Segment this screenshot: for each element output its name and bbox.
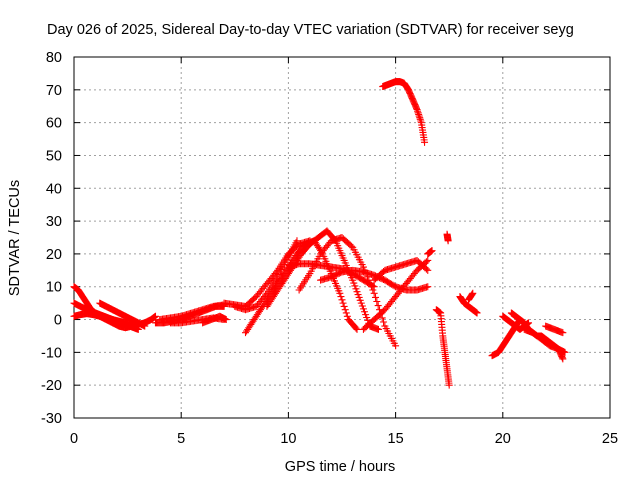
- y-tick-label: 40: [46, 181, 62, 197]
- data-point: [151, 312, 159, 320]
- y-axis-label: SDTVAR / TECUs: [7, 180, 23, 296]
- data-point: [559, 355, 567, 363]
- data-point: [339, 299, 347, 307]
- x-tick-label: 10: [280, 431, 296, 447]
- y-tick-label: 50: [46, 148, 62, 164]
- data-point: [422, 265, 430, 273]
- plot-frame: [73, 56, 611, 419]
- series-trace-04: [96, 299, 149, 330]
- data-point: [341, 306, 349, 314]
- series-trace-18: [379, 78, 429, 146]
- series-trace-08: [199, 312, 230, 327]
- x-tick-label: 15: [388, 431, 404, 447]
- data-point: [374, 325, 382, 333]
- data-point: [369, 282, 377, 290]
- data-point: [424, 283, 432, 291]
- x-tick-label: 20: [495, 431, 511, 447]
- data-point: [340, 302, 348, 310]
- data-point: [392, 342, 400, 350]
- data-point: [373, 297, 381, 305]
- data-point: [336, 289, 344, 297]
- chart-title: Day 026 of 2025, Sidereal Day-to-day VTE…: [47, 22, 574, 38]
- data-point: [424, 256, 432, 264]
- y-axis-ticks: -30 -20 -10 0 10 20 30 40 50 60 70 80: [41, 50, 610, 427]
- data-point: [372, 293, 379, 301]
- data-point: [343, 312, 351, 320]
- series-trace-17: [370, 256, 432, 284]
- data-point: [469, 289, 477, 297]
- y-tick-label: 10: [46, 280, 62, 296]
- data-point: [380, 318, 388, 326]
- axes: [73, 56, 611, 419]
- series-trace-06: [156, 301, 228, 324]
- x-axis-label: GPS time / hours: [285, 459, 395, 475]
- series-trace-22: [456, 293, 481, 317]
- y-tick-label: 70: [46, 83, 62, 99]
- series-trace-16: [359, 256, 432, 333]
- data-point: [424, 266, 432, 274]
- y-tick-label: 60: [46, 116, 62, 132]
- y-tick-label: 80: [46, 50, 62, 66]
- data-point: [445, 381, 453, 389]
- data-point: [421, 138, 429, 146]
- x-axis-ticks: 0 5 10 15 20 25: [70, 57, 618, 447]
- data-point: [352, 324, 360, 332]
- y-tick-label: 20: [46, 247, 62, 263]
- series-trace-23: [464, 289, 477, 304]
- y-tick-label: 0: [54, 313, 62, 329]
- data-point: [561, 348, 569, 356]
- data-point: [338, 296, 346, 304]
- data-points: [70, 78, 569, 389]
- data-point: [428, 247, 436, 255]
- data-point: [347, 242, 355, 250]
- data-point: [422, 258, 430, 266]
- data-point: [293, 237, 301, 245]
- y-tick-label: 30: [46, 214, 62, 230]
- series-trace-27: [520, 325, 569, 356]
- series-trace-21: [443, 230, 452, 245]
- series-trace-12: [263, 227, 382, 333]
- data-point: [374, 302, 382, 310]
- x-tick-label: 5: [177, 431, 185, 447]
- data-point: [370, 289, 378, 297]
- data-point: [370, 283, 378, 291]
- data-point: [353, 325, 361, 333]
- series-trace-13: [295, 234, 400, 350]
- series-trace-20: [432, 306, 453, 389]
- x-tick-label: 0: [70, 431, 78, 447]
- data-point: [337, 293, 345, 301]
- data-point: [559, 329, 567, 337]
- y-tick-label: -10: [41, 345, 62, 361]
- y-tick-label: -30: [41, 411, 62, 427]
- data-point: [141, 322, 149, 330]
- data-point: [342, 309, 350, 317]
- series-trace-28: [542, 322, 567, 337]
- data-point: [222, 316, 230, 324]
- y-tick-label: -20: [41, 378, 62, 394]
- x-tick-label: 25: [602, 431, 618, 447]
- data-point: [473, 309, 481, 317]
- data-point: [444, 237, 452, 245]
- series-trace-19: [424, 247, 436, 258]
